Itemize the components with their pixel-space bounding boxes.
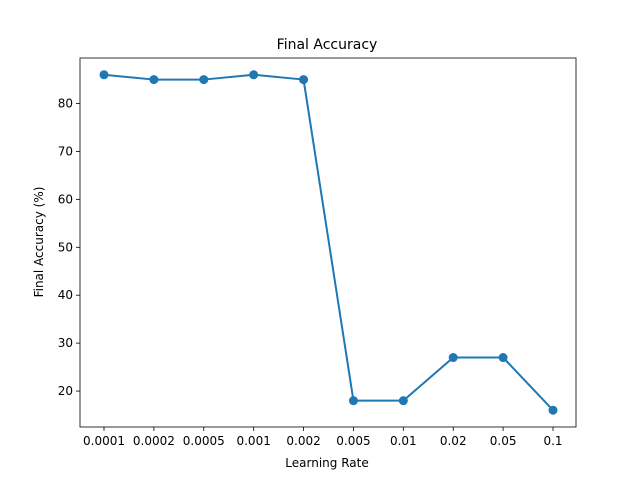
y-axis-label: Final Accuracy (%) xyxy=(32,187,46,298)
data-point xyxy=(199,75,209,85)
x-tick-label: 0.0002 xyxy=(133,434,175,448)
y-tick-label: 20 xyxy=(58,384,73,398)
x-tick-label: 0.01 xyxy=(390,434,417,448)
data-point xyxy=(548,405,558,415)
x-tick-label: 0.0005 xyxy=(183,434,225,448)
y-tick-label: 70 xyxy=(58,144,73,158)
series-line xyxy=(103,73,554,411)
data-point xyxy=(498,353,508,363)
data-point xyxy=(149,75,159,85)
x-tick-label: 0.005 xyxy=(336,434,370,448)
x-tick-label: 0.05 xyxy=(490,434,517,448)
y-tick-label: 30 xyxy=(58,336,73,350)
data-point xyxy=(299,75,309,85)
data-point xyxy=(398,396,408,406)
x-tick-label: 0.02 xyxy=(440,434,467,448)
y-tick-label: 50 xyxy=(58,240,73,254)
plot-area: 20 30 40 50 60 70 80 0.0001 0.0002 0.0005 0.001 0.0… xyxy=(58,57,577,448)
x-tick-label: 0.001 xyxy=(236,434,270,448)
data-point xyxy=(448,353,458,363)
plot-frame xyxy=(79,57,577,428)
y-tick-label: 40 xyxy=(58,288,73,302)
y-tick-label: 60 xyxy=(58,192,73,206)
x-tick-label: 0.002 xyxy=(286,434,320,448)
chart-title: Final Accuracy xyxy=(277,37,378,53)
data-point xyxy=(99,70,109,80)
data-point xyxy=(348,396,358,406)
y-tick-label: 80 xyxy=(58,97,73,111)
data-point xyxy=(249,70,259,80)
x-tick-label: 0.0001 xyxy=(83,434,125,448)
x-axis-label: Learning Rate xyxy=(285,456,368,470)
x-tick-label: 0.1 xyxy=(543,434,562,448)
